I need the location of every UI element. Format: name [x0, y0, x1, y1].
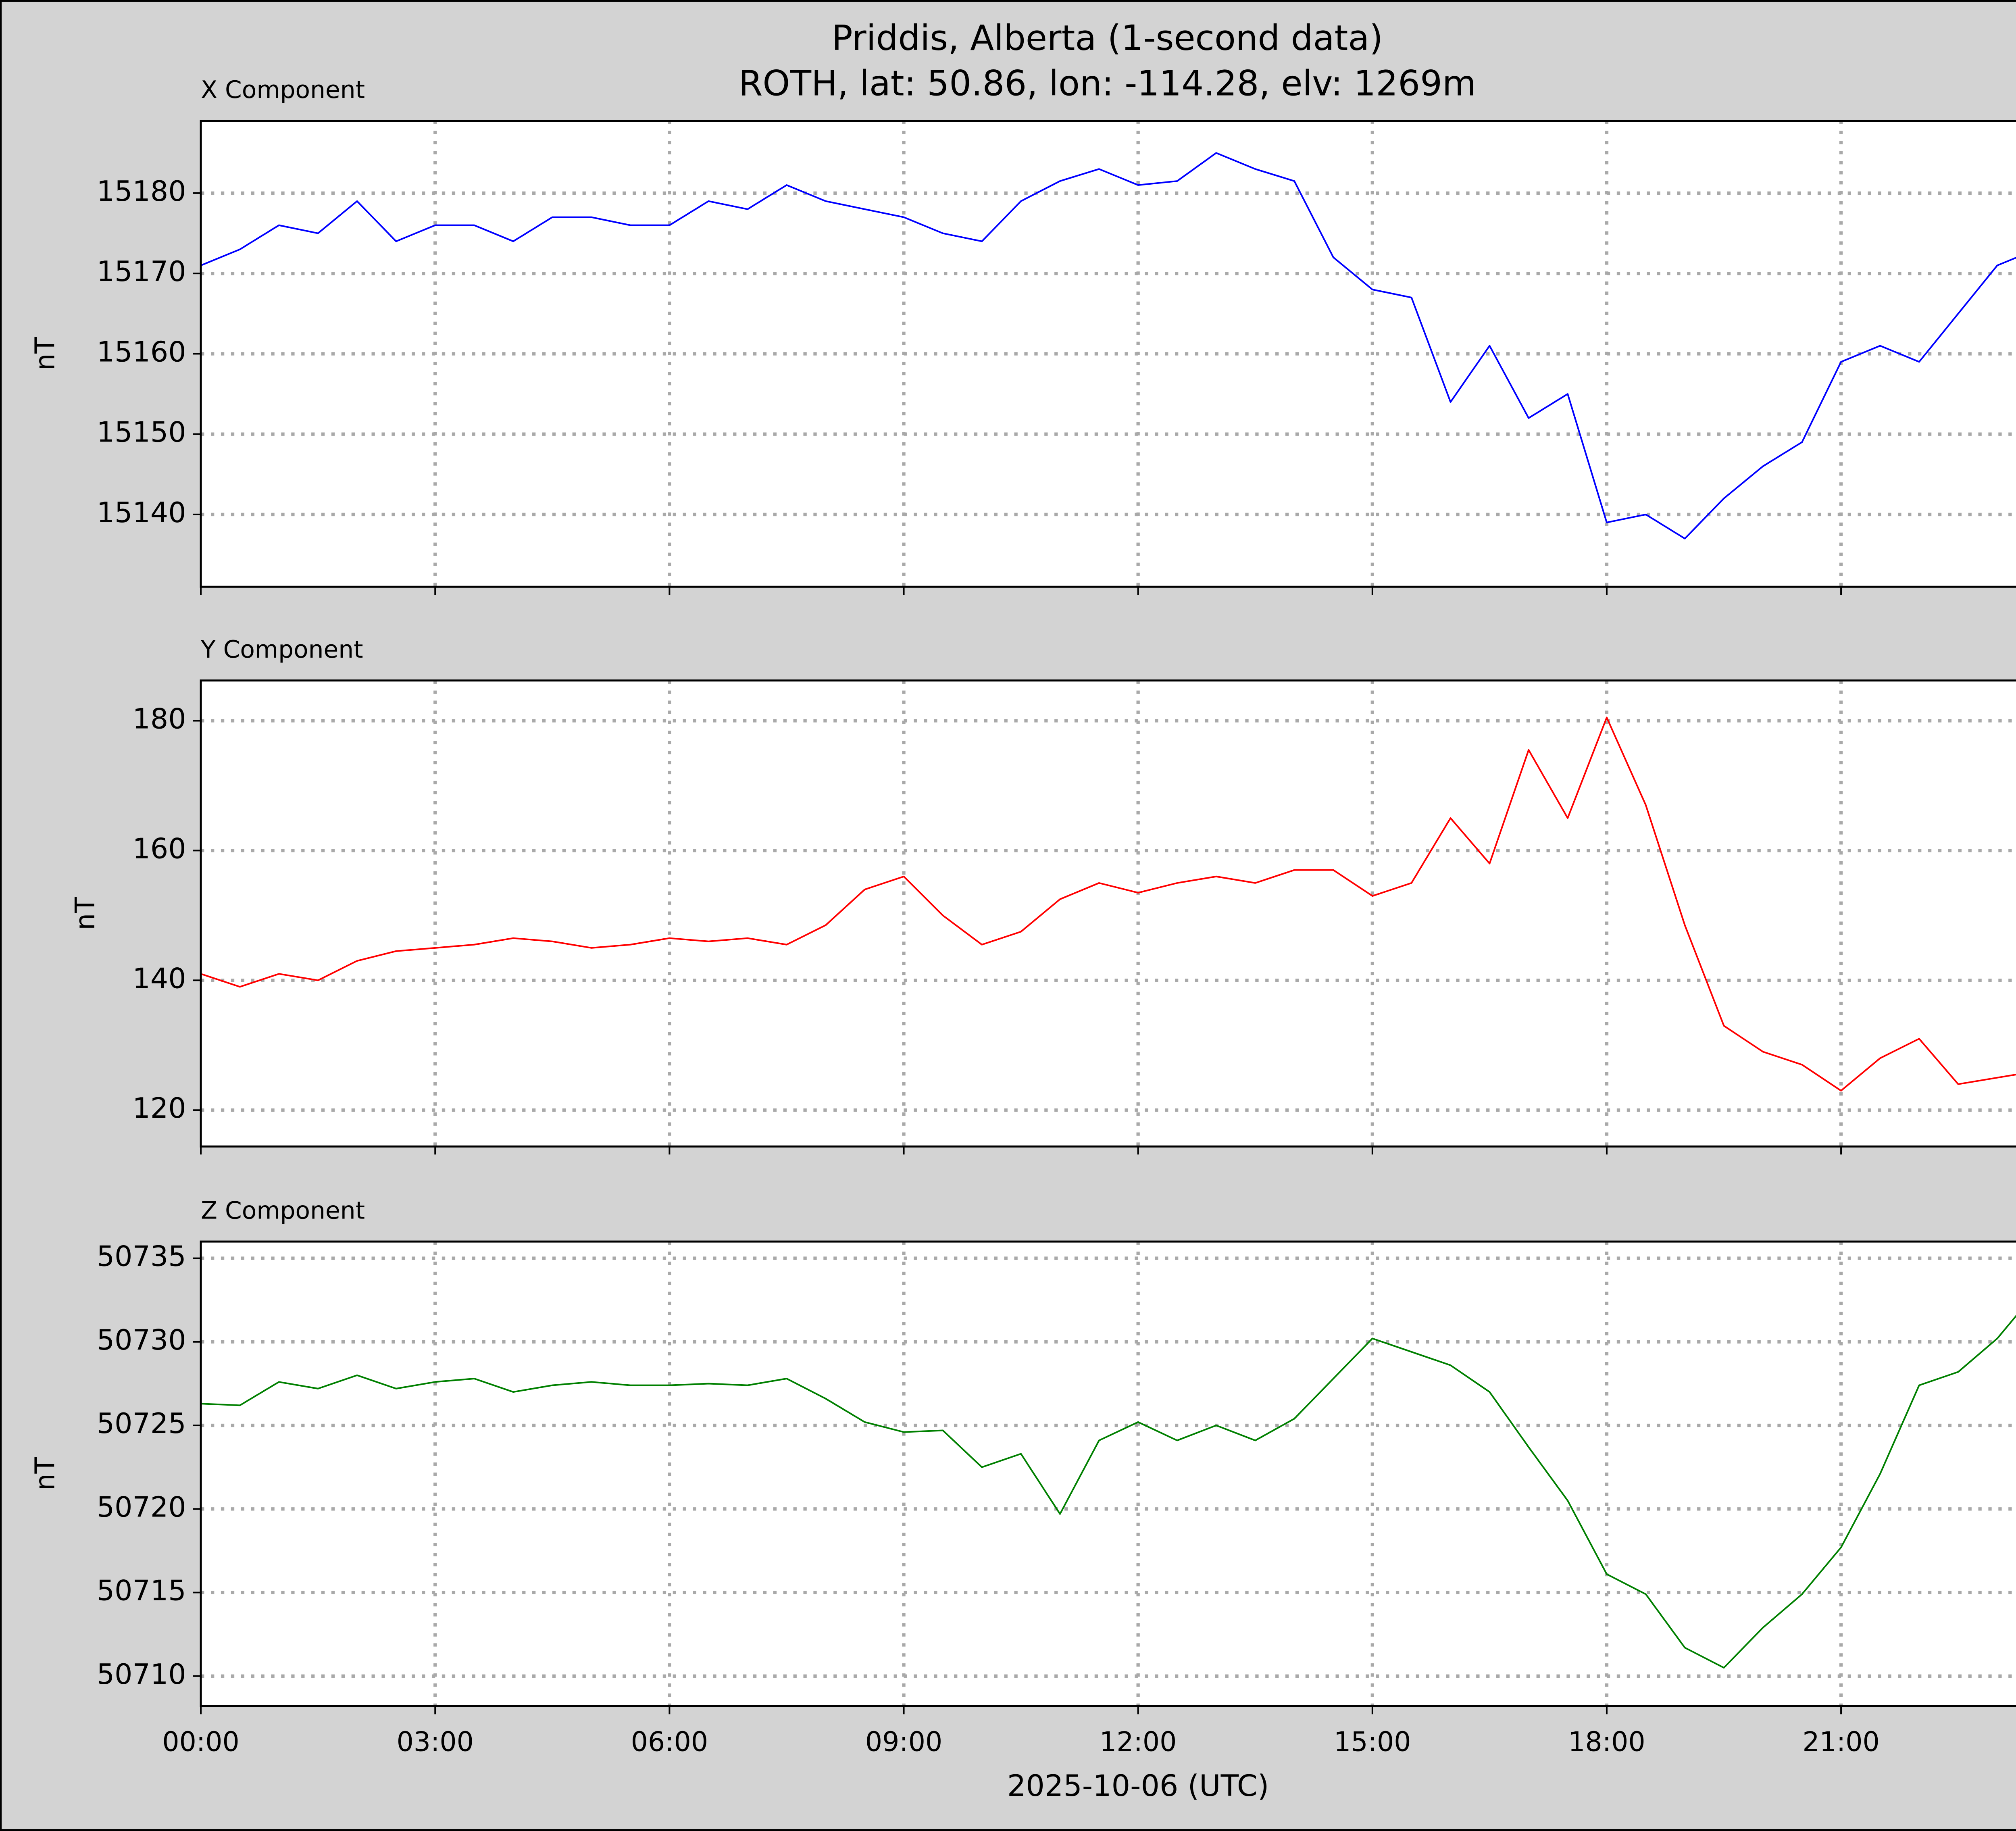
y-tick-label: 50715 [97, 1575, 186, 1607]
data-line [200, 152, 2016, 540]
y-axis-label: nT [29, 1457, 60, 1491]
y-tick-label: 160 [133, 832, 186, 865]
y-tick-label: 15170 [97, 255, 186, 288]
data-line [200, 717, 2016, 1092]
x-tick-label: 15:00 [1334, 1726, 1411, 1757]
y-tick-label: 50735 [97, 1240, 186, 1273]
plot-frame [200, 679, 2016, 1148]
x-tick-label: 03:00 [397, 1726, 474, 1757]
panel-title: Y Component [200, 636, 363, 664]
data-line [201, 1314, 2016, 1669]
plot-area [201, 1241, 2016, 1706]
x-axis-label: 2025-10-06 (UTC) [1007, 1769, 1269, 1803]
x-tick-label: 18:00 [1568, 1726, 1645, 1757]
figure-title: Priddis, Alberta (1-second data) [832, 18, 1383, 58]
y-tick-label: 15160 [97, 335, 186, 368]
panel-title: X Component [201, 76, 365, 104]
plot-frame [200, 1240, 2016, 1707]
panel-title: Z Component [201, 1197, 365, 1225]
y-tick-label: 15180 [97, 175, 186, 208]
y-tick-label: 140 [133, 962, 186, 995]
y-tick-label: 120 [133, 1092, 186, 1125]
x-tick-label: 21:00 [1802, 1726, 1879, 1757]
figure-subtitle: ROTH, lat: 50.86, lon: -114.28, elv: 126… [738, 64, 1476, 104]
y-tick-label: 50725 [97, 1407, 186, 1440]
y-tick-label: 50720 [97, 1491, 186, 1523]
y-axis-label: nT [69, 897, 101, 930]
x-tick-label: 12:00 [1100, 1726, 1177, 1757]
y-tick-label: 15140 [97, 496, 186, 529]
x-tick-label: 00:00 [162, 1726, 239, 1757]
x-tick-label: 06:00 [631, 1726, 708, 1757]
plot-frame [200, 120, 2016, 588]
plot-area [201, 680, 2016, 1147]
y-tick-label: 50730 [97, 1324, 186, 1356]
y-axis-label: nT [29, 337, 60, 371]
y-tick-label: 50710 [97, 1658, 186, 1691]
x-tick-label: 09:00 [865, 1726, 942, 1757]
y-tick-label: 15150 [97, 416, 186, 449]
y-tick-label: 180 [133, 703, 186, 735]
